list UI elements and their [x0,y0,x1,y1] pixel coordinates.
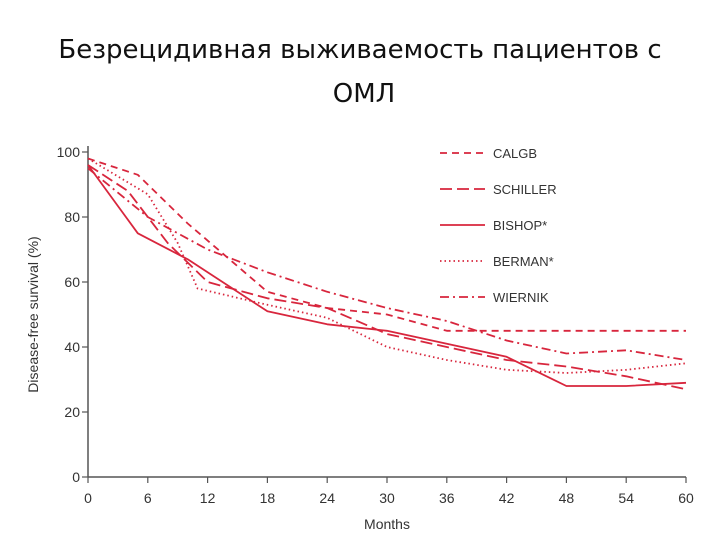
y-tick-label: 20 [64,404,80,420]
x-tick-label: 12 [200,490,216,506]
y-tick-label: 80 [64,209,80,225]
x-tick-label: 30 [379,490,395,506]
x-tick-label: 0 [84,490,92,506]
legend-label: BERMAN* [493,254,554,269]
series-line-wiernik [87,167,687,361]
chart-series [87,157,687,391]
x-tick-label: 24 [319,490,335,506]
y-tick-label: 100 [57,144,81,160]
y-tick-label: 60 [64,274,80,290]
slide-title-line1: Безрецидивная выживаемость пациентов с [58,35,662,65]
chart-legend: CALGB SCHILLER BISHOP* BERMAN* WIERNIK [440,146,557,305]
legend-label: BISHOP* [493,218,547,233]
x-tick-label: 48 [559,490,575,506]
series-line-schiller [87,164,687,391]
y-axis-label: Disease-free survival (%) [25,236,41,392]
x-tick-label: 60 [678,490,694,506]
slide-title-line2: ОМЛ [332,79,396,109]
series-line-berman [87,157,687,374]
x-tick-label: 18 [260,490,276,506]
x-tick-label: 54 [618,490,634,506]
series-line-bishop [87,164,687,387]
chart-axes: 0 6 12 18 24 30 36 42 48 54 60 0 20 40 60 80 100 [57,144,694,506]
y-tick-label: 40 [64,339,80,355]
series-line-calgb [87,157,686,332]
x-tick-label: 42 [499,490,515,506]
legend-label: WIERNIK [493,290,549,305]
slide-title: Безрецидивная выживаемость пациентов с О… [0,28,720,116]
y-tick-label: 0 [72,469,80,485]
legend-label: SCHILLER [493,182,557,197]
x-tick-label: 36 [439,490,455,506]
legend-label: CALGB [493,146,537,161]
x-tick-label: 6 [144,490,152,506]
x-axis-label: Months [364,516,410,532]
